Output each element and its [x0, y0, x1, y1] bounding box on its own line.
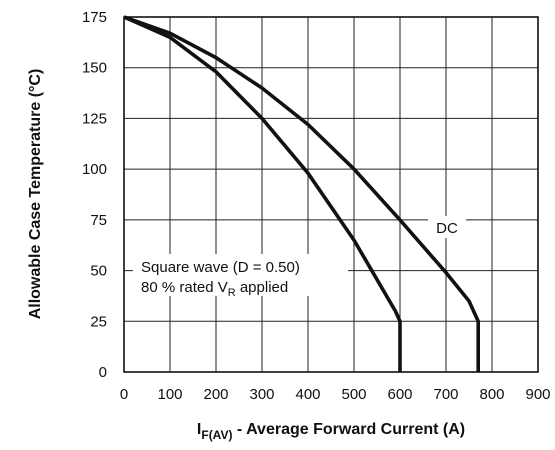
x-tick-label: 200	[203, 386, 228, 403]
dc-label-background	[428, 216, 466, 238]
annotation-line-2-rest: applied	[236, 279, 289, 296]
annotation-line-2: 80 % rated VR applied	[141, 279, 288, 299]
annotation-line-1: Square wave (D = 0.50)	[141, 259, 300, 276]
x-axis-title-rest: - Average Forward Current (A)	[232, 421, 465, 438]
x-tick-label: 100	[157, 386, 182, 403]
x-axis-title-sub: F(AV)	[201, 428, 232, 442]
y-tick-label: 150	[82, 60, 107, 77]
annotation-background	[133, 254, 348, 296]
annotation-line-2-main: 80 % rated V	[141, 279, 228, 296]
x-tick-label: 900	[525, 386, 550, 403]
series-line-square-wave	[123, 15, 402, 372]
curves	[123, 15, 481, 372]
x-tick-label: 800	[479, 386, 504, 403]
y-tick-label: 100	[82, 161, 107, 178]
series-line-dc	[123, 15, 481, 372]
x-tick-label: 300	[249, 386, 274, 403]
x-tick-label: 400	[295, 386, 320, 403]
x-tick-label: 700	[433, 386, 458, 403]
x-tick-label: 500	[341, 386, 366, 403]
annotation-line-2-sub: R	[228, 287, 236, 299]
y-axis-title: Allowable Case Temperature (°C)	[27, 69, 44, 320]
y-tick-label: 175	[82, 9, 107, 26]
series-label-dc: DC	[436, 220, 458, 237]
y-tick-label: 25	[90, 313, 107, 330]
x-axis-title: IF(AV) - Average Forward Current (A)	[197, 421, 465, 442]
x-tick-labels: 0 100 200 300 400 500 600 700 800 900	[120, 386, 551, 403]
x-axis-title-main: I	[197, 421, 201, 438]
y-tick-label: 125	[82, 110, 107, 127]
y-tick-label: 0	[99, 364, 107, 381]
grid	[124, 17, 538, 372]
y-tick-label: 50	[90, 263, 107, 280]
y-tick-label: 75	[90, 212, 107, 229]
plot-frame	[123, 16, 539, 373]
x-tick-label: 0	[120, 386, 128, 403]
x-tick-label: 600	[387, 386, 412, 403]
y-tick-labels: 0 25 50 75 100 125 150 175	[82, 9, 107, 381]
